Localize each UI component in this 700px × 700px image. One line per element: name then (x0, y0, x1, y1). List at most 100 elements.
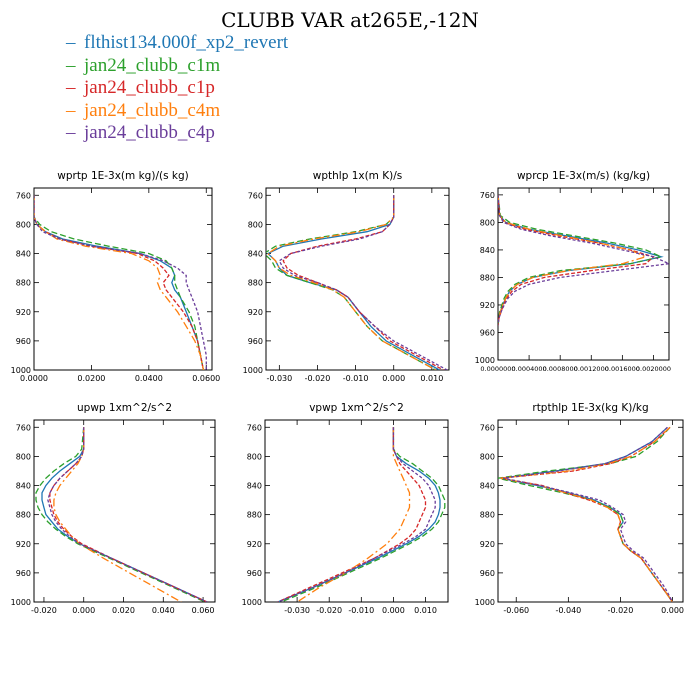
plot-frame (33, 187, 213, 371)
series-line (277, 427, 427, 602)
x-tick-label: 0.010 (420, 374, 443, 383)
series-line (277, 427, 441, 602)
panel-title: upwp 1xm^2/s^2 (77, 402, 172, 414)
y-tick-label: 840 (248, 250, 263, 259)
series-line (278, 195, 448, 370)
page-title: CLUBB VAR at265E,-12N (221, 8, 479, 32)
y-tick-label: 960 (247, 569, 262, 578)
x-tick-label: 0.0016000 (605, 365, 640, 373)
y-tick-label: 880 (247, 511, 262, 520)
y-tick-label: 760 (480, 191, 495, 200)
plot-frame (497, 419, 684, 603)
x-tick-label: 0.0000000 (480, 365, 515, 373)
series-line (34, 195, 205, 370)
y-tick-label: 760 (247, 423, 262, 432)
x-tick-label: 0.000 (382, 606, 405, 615)
series-line (34, 195, 207, 370)
plot-frame (265, 187, 450, 371)
series-line (41, 427, 208, 602)
panel-title: wprtp 1E-3x(m kg)/(s kg) (57, 170, 188, 182)
x-tick-label: 0.000 (661, 606, 684, 615)
series-line (277, 427, 436, 602)
x-tick-label: 0.000 (382, 374, 405, 383)
x-tick-label: 0.0020000 (636, 365, 671, 373)
legend-entry: – jan24_clubb_c4m (66, 100, 288, 123)
x-tick-label: 0.0000 (20, 374, 48, 383)
plot-frame (33, 419, 216, 603)
y-tick-label: 920 (248, 308, 263, 317)
y-tick-label: 840 (480, 246, 495, 255)
series-line (34, 195, 205, 370)
panel-title: wpthlp 1x(m K)/s (313, 170, 403, 182)
panel-title: vpwp 1xm^2/s^2 (309, 402, 404, 414)
y-tick-label: 920 (16, 540, 31, 549)
series-line (503, 426, 674, 602)
series-line (500, 426, 674, 602)
y-tick-label: 800 (480, 452, 495, 461)
chart-panel: wpthlp 1x(m K)/s7608008408809209601000-0… (243, 170, 450, 383)
x-tick-label: -0.030 (284, 606, 310, 615)
x-tick-label: 0.000 (72, 606, 95, 615)
x-tick-label: 0.0200 (77, 374, 105, 383)
y-tick-label: 880 (480, 511, 495, 520)
series-line (35, 427, 206, 602)
y-tick-label: 920 (480, 301, 495, 310)
x-tick-label: -0.010 (348, 606, 374, 615)
y-tick-label: 960 (480, 569, 495, 578)
y-tick-label: 1000 (475, 598, 495, 607)
series-line (500, 426, 674, 602)
x-tick-label: -0.040 (555, 606, 581, 615)
x-tick-label: 0.020 (112, 606, 135, 615)
x-tick-label: 0.040 (152, 606, 175, 615)
x-tick-label: 0.0008000 (543, 365, 578, 373)
y-tick-label: 840 (16, 482, 31, 491)
chart-panel: wprcp 1E-3x(m/s) (kg/kg) 760 800 840 880 920 9… (475, 170, 671, 373)
y-tick-label: 920 (480, 540, 495, 549)
y-tick-label: 760 (16, 423, 31, 432)
series-line (498, 194, 648, 326)
series-line (266, 195, 440, 370)
series-line (498, 194, 669, 326)
y-tick-label: 960 (16, 569, 31, 578)
y-tick-label: 880 (248, 279, 263, 288)
legend-entry: – jan24_clubb_c4p (66, 122, 288, 145)
legend-label: jan24_clubb_c4p (84, 122, 215, 143)
chart-panel: upwp 1xm^2/s^2 760 800 840 880 920 960 1000-0.0… (11, 402, 216, 615)
series-line (53, 427, 182, 602)
legend-dash: – (66, 99, 76, 121)
y-tick-label: 920 (247, 540, 262, 549)
legend-dash: – (66, 54, 76, 76)
x-tick-label: -0.020 (608, 606, 634, 615)
legend-dash: – (66, 77, 76, 98)
y-tick-label: 760 (480, 423, 495, 432)
chart-panel: rtpthlp 1E-3x(kg K)/kg 760 800 840 880 920 960… (475, 402, 684, 615)
series-line (498, 194, 664, 326)
legend-entry: – jan24_clubb_c1p (66, 77, 288, 100)
series-line (34, 195, 205, 370)
y-tick-label: 800 (16, 220, 31, 229)
x-tick-label: -0.020 (31, 606, 57, 615)
y-tick-label: 880 (16, 511, 31, 520)
legend: – flthist134.000f_xp2_revert – jan24_clubb… (66, 32, 288, 145)
series-line (49, 427, 208, 602)
plot-frame (264, 419, 449, 603)
y-tick-label: 800 (16, 452, 31, 461)
legend-dash: – (66, 32, 76, 53)
y-tick-label: 960 (480, 328, 495, 337)
series-line (296, 427, 411, 602)
y-tick-label: 880 (480, 273, 495, 282)
x-tick-label: -0.020 (305, 374, 331, 383)
x-tick-label: -0.010 (343, 374, 369, 383)
x-tick-label: -0.030 (266, 374, 292, 383)
y-tick-label: 920 (16, 308, 31, 317)
x-tick-label: 0.010 (414, 606, 437, 615)
legend-label: flthist134.000f_xp2_revert (84, 32, 289, 53)
y-tick-label: 1000 (243, 366, 263, 375)
panel-title: rtpthlp 1E-3x(kg K)/kg (532, 402, 648, 414)
x-tick-label: 0.060 (192, 606, 215, 615)
x-tick-label: 0.0004000 (512, 365, 547, 373)
x-tick-label: -0.060 (503, 606, 529, 615)
x-tick-label: -0.020 (316, 606, 342, 615)
series-line (500, 426, 674, 602)
